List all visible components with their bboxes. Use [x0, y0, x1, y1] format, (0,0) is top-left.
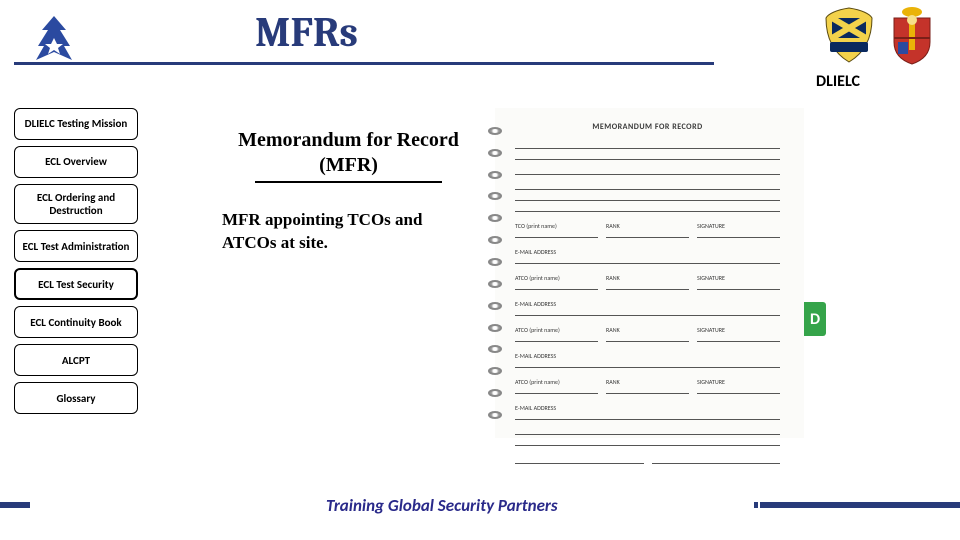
sig-label: SIGNATURE [697, 326, 780, 334]
notebook-image: Memorandum for Record (MFR) MFR appointi… [186, 108, 804, 438]
sig-row: E-MAIL ADDRESS [515, 248, 780, 264]
header: MFRs DLIELC [0, 0, 960, 95]
sig-label: SIGNATURE [697, 378, 780, 386]
sig-label: SIGNATURE [697, 222, 780, 230]
sig-label: ATCO (print name) [515, 378, 598, 386]
sig-row: E-MAIL ADDRESS [515, 300, 780, 316]
mfr-title: Memorandum for Record (MFR) [222, 128, 475, 178]
sig-row: ATCO (print name) RANK SIGNATURE [515, 378, 780, 394]
sidebar-item-ecl-ordering[interactable]: ECL Ordering and Destruction [14, 184, 138, 224]
sidebar-item-glossary[interactable]: Glossary [14, 382, 138, 414]
sig-label: SIGNATURE [697, 274, 780, 282]
footer-accent-right [760, 502, 960, 508]
sidebar-item-alcpt[interactable]: ALCPT [14, 344, 138, 376]
crest-dlielc [884, 6, 940, 68]
crest-training-wing [822, 6, 876, 66]
sig-label: TCO (print name) [515, 222, 598, 230]
notebook-right-page: MEMORANDUM FOR RECORD TCO (print name) R… [495, 108, 804, 438]
sig-row: E-MAIL ADDRESS [515, 352, 780, 368]
sig-row: ATCO (print name) RANK SIGNATURE [515, 326, 780, 342]
mfr-description: MFR appointing TCOs and ATCOs at site. [222, 209, 475, 255]
page-title: MFRs [255, 8, 358, 57]
footer-tagline: Training Global Security Partners [326, 495, 558, 516]
binder-rings [488, 108, 502, 438]
doc-heading: MEMORANDUM FOR RECORD [515, 122, 780, 132]
sig-label: RANK [606, 274, 689, 282]
air-force-logo [14, 8, 94, 68]
sidebar-item-ecl-test-admin[interactable]: ECL Test Administration [14, 230, 138, 262]
doc-footer-block [515, 426, 780, 446]
sidebar-item-ecl-test-security[interactable]: ECL Test Security [14, 268, 138, 300]
doc-body [515, 181, 780, 212]
sig-label: RANK [606, 222, 689, 230]
sig-label: E-MAIL ADDRESS [515, 404, 780, 412]
footer-accent-left [0, 502, 30, 508]
doc-ref [515, 166, 780, 175]
sig-label: RANK [606, 378, 689, 386]
notebook-left-page: Memorandum for Record (MFR) MFR appointi… [186, 108, 495, 438]
header-underline [14, 62, 714, 65]
sig-label: ATCO (print name) [515, 274, 598, 282]
sig-label: RANK [606, 326, 689, 334]
sidebar-item-ecl-continuity[interactable]: ECL Continuity Book [14, 306, 138, 338]
sidebar-item-testing-mission[interactable]: DLIELC Testing Mission [14, 108, 138, 140]
sig-label: E-MAIL ADDRESS [515, 248, 780, 256]
mfr-title-underline [255, 181, 442, 183]
sig-row: E-MAIL ADDRESS [515, 404, 780, 420]
sidebar-nav: DLIELC Testing Mission ECL Overview ECL … [14, 108, 138, 414]
sidebar-item-ecl-overview[interactable]: ECL Overview [14, 146, 138, 178]
sig-row: ATCO (print name) RANK SIGNATURE [515, 274, 780, 290]
org-label: DLIELC [816, 72, 860, 91]
section-tab-d[interactable]: D [804, 302, 826, 336]
sig-row: TCO (print name) RANK SIGNATURE [515, 222, 780, 238]
doc-subject [515, 140, 780, 160]
sig-label: E-MAIL ADDRESS [515, 352, 780, 360]
sig-label: E-MAIL ADDRESS [515, 300, 780, 308]
footer: Training Global Security Partners [0, 486, 960, 526]
sig-label: ATCO (print name) [515, 326, 598, 334]
wings-icon [14, 8, 94, 68]
doc-approval-row [515, 456, 780, 464]
